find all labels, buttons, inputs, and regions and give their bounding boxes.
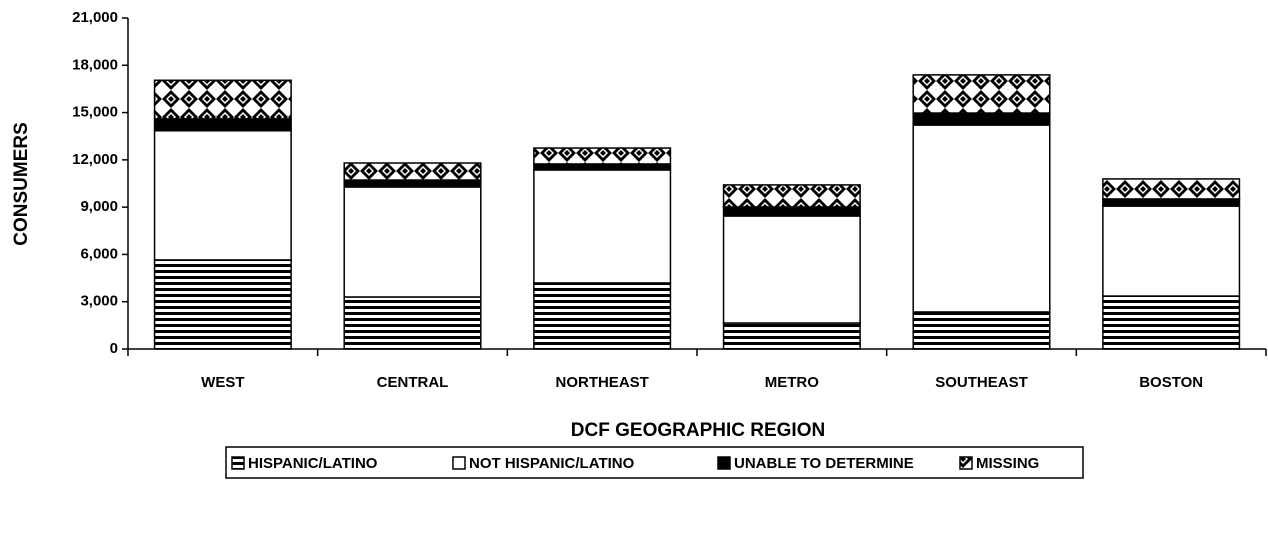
bar-segment [343, 296, 482, 350]
bar-segment [722, 206, 861, 217]
legend-swatch [717, 456, 731, 470]
bar-segment [343, 186, 482, 298]
bar-segment [533, 282, 672, 350]
x-tick-label: METRO [765, 374, 819, 391]
bar-segment [343, 162, 482, 181]
bar-segment [912, 112, 1051, 126]
bar-segment [1102, 295, 1241, 350]
bar-segment [1102, 178, 1241, 200]
bar-segment [533, 163, 672, 171]
bar-segment [153, 118, 292, 132]
legend-label: NOT HISPANIC/LATINO [469, 455, 635, 472]
x-tick-label: CENTRAL [377, 374, 449, 391]
bar-segment [153, 79, 292, 120]
y-axis-title: CONSUMERS [11, 122, 32, 246]
x-tick-label: SOUTHEAST [935, 374, 1028, 391]
y-tick-label: 12,000 [72, 151, 118, 168]
y-tick-label: 18,000 [72, 56, 118, 73]
bar-segment [1102, 198, 1241, 207]
bar-segment [343, 179, 482, 188]
legend-label: MISSING [976, 455, 1039, 472]
bar-segment [722, 215, 861, 324]
y-tick-label: 3,000 [80, 293, 118, 310]
legend-swatch [231, 456, 245, 470]
bar-segment [722, 322, 861, 350]
bar-segment [912, 74, 1051, 114]
y-tick-label: 6,000 [80, 245, 118, 262]
legend-swatch [959, 456, 973, 470]
y-tick-label: 15,000 [72, 104, 118, 121]
legend-label: HISPANIC/LATINO [248, 455, 378, 472]
y-tick-label: 21,000 [72, 9, 118, 26]
bar-segment [912, 124, 1051, 313]
x-axis-title: DCF GEOGRAPHIC REGION [571, 420, 825, 441]
legend-label: UNABLE TO DETERMINE [734, 455, 914, 472]
legend-box [225, 446, 1084, 479]
bar-segment [153, 259, 292, 350]
x-tick-label: BOSTON [1139, 374, 1203, 391]
x-tick-label: NORTHEAST [555, 374, 648, 391]
bar-segment [533, 169, 672, 284]
bar-segment [153, 129, 292, 261]
bar-segment [912, 311, 1051, 350]
y-tick-label: 0 [110, 340, 118, 357]
x-tick-label: WEST [201, 374, 244, 391]
bar-segment [1102, 205, 1241, 297]
bar-segment [722, 184, 861, 208]
legend-swatch [452, 456, 466, 470]
y-tick-label: 9,000 [80, 198, 118, 215]
bar-segment [533, 147, 672, 165]
